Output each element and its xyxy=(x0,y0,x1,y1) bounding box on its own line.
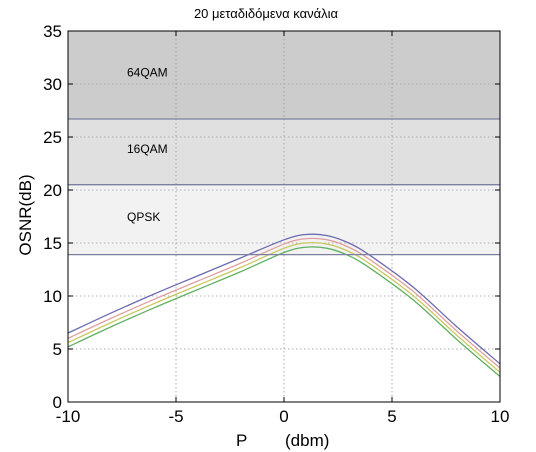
x-tick-label: -10 xyxy=(56,407,81,426)
x-axis-label-right: (dbm) xyxy=(285,431,329,450)
series-layer xyxy=(67,233,501,378)
region-label-qpsk: QPSK xyxy=(127,210,160,224)
chart-title: 20 μεταδιδόμενα κανάλια xyxy=(194,6,339,21)
y-tick-label: 0 xyxy=(53,393,62,412)
region-label-64qam: 64QAM xyxy=(127,66,168,80)
modulation-regions: 64QAM 16QAM QPSK xyxy=(68,31,500,255)
y-tick-label: 25 xyxy=(43,128,62,147)
x-tick-label: 0 xyxy=(279,407,288,426)
series-line-2 xyxy=(67,237,501,369)
y-tick-label: 20 xyxy=(43,181,62,200)
y-tick-label: 5 xyxy=(53,340,62,359)
y-tick-label: 35 xyxy=(43,22,62,41)
x-tick-label: -5 xyxy=(168,407,183,426)
region-label-16qam: 16QAM xyxy=(127,142,168,156)
x-ticks: -10 -5 0 5 10 xyxy=(56,31,510,426)
grid-lines xyxy=(68,31,500,402)
y-tick-label: 15 xyxy=(43,234,62,253)
x-tick-label: 5 xyxy=(387,407,396,426)
series-line-4 xyxy=(67,246,501,378)
y-axis-label: OSNR(dB) xyxy=(16,174,35,255)
series-line-1 xyxy=(67,233,501,365)
y-ticks: 0 5 10 15 20 25 30 35 xyxy=(43,22,500,412)
y-tick-label: 30 xyxy=(43,75,62,94)
region-boundaries xyxy=(68,118,500,256)
y-tick-label: 10 xyxy=(43,287,62,306)
x-axis-label-left: P xyxy=(236,431,247,450)
x-tick-label: 10 xyxy=(491,407,510,426)
series-line-3 xyxy=(67,242,501,373)
